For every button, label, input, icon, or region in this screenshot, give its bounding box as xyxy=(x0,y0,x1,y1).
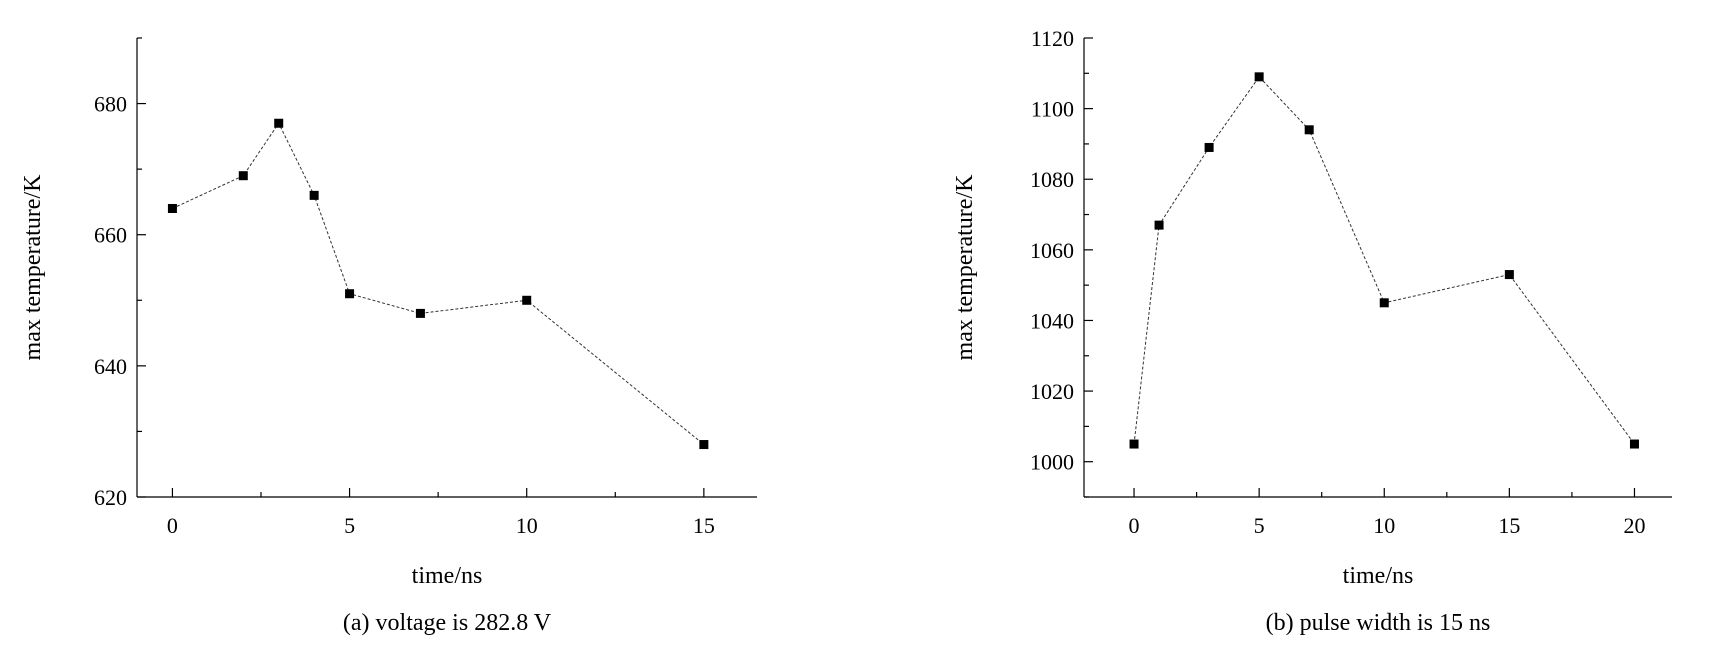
y-tick-label: 1080 xyxy=(1030,167,1074,192)
x-axis-label: time/ns xyxy=(1343,563,1414,589)
data-point xyxy=(522,295,532,305)
data-point xyxy=(1129,439,1139,449)
data-point xyxy=(345,289,355,299)
data-point xyxy=(1629,439,1639,449)
y-axis-label: max temperature/K xyxy=(952,174,978,361)
x-tick-label: 5 xyxy=(344,513,355,538)
y-tick-label: 620 xyxy=(94,485,127,510)
data-point xyxy=(1379,298,1389,308)
series-line xyxy=(1133,76,1635,445)
x-tick-label: 0 xyxy=(167,513,178,538)
y-tick-label: 1040 xyxy=(1030,308,1074,333)
data-point xyxy=(699,440,709,450)
data-point xyxy=(309,190,319,200)
y-tick-label: 1100 xyxy=(1031,97,1074,122)
figure-caption: (a) voltage is 282.8 V xyxy=(343,610,552,636)
y-tick-label: 1020 xyxy=(1030,379,1074,404)
data-point xyxy=(1254,72,1264,82)
y-tick-label: 1060 xyxy=(1030,238,1074,263)
y-tick-label: 660 xyxy=(94,223,127,248)
x-tick-label: 10 xyxy=(1373,513,1395,538)
x-tick-label: 15 xyxy=(1498,513,1520,538)
data-point xyxy=(274,118,284,128)
y-tick-label: 1120 xyxy=(1031,26,1074,51)
x-tick-label: 20 xyxy=(1623,513,1645,538)
y-tick-label: 680 xyxy=(94,92,127,117)
x-tick-label: 0 xyxy=(1129,513,1140,538)
chart-b: 1000 1020 1040 1060 1080 1100 1120 0 5 10 15 20 time… xyxy=(952,26,1672,636)
data-point xyxy=(1504,270,1514,280)
data-point xyxy=(238,171,248,181)
y-tick-label: 640 xyxy=(94,354,127,379)
data-point xyxy=(1204,142,1214,152)
data-point xyxy=(167,203,177,213)
data-point xyxy=(1304,125,1314,135)
x-tick-label: 10 xyxy=(516,513,538,538)
y-axis-label: max temperature/K xyxy=(20,174,46,361)
chart-a: 620 640 660 680 0 5 10 15 time/ns max temperature… xyxy=(20,37,757,636)
series-line xyxy=(172,122,705,445)
x-axis-label: time/ns xyxy=(412,563,483,589)
y-tick-label: 1000 xyxy=(1030,450,1074,475)
data-point xyxy=(1154,220,1164,230)
data-point xyxy=(415,308,425,318)
figure-caption: (b) pulse width is 15 ns xyxy=(1266,610,1491,636)
x-tick-label: 5 xyxy=(1254,513,1265,538)
x-tick-label: 15 xyxy=(693,513,715,538)
